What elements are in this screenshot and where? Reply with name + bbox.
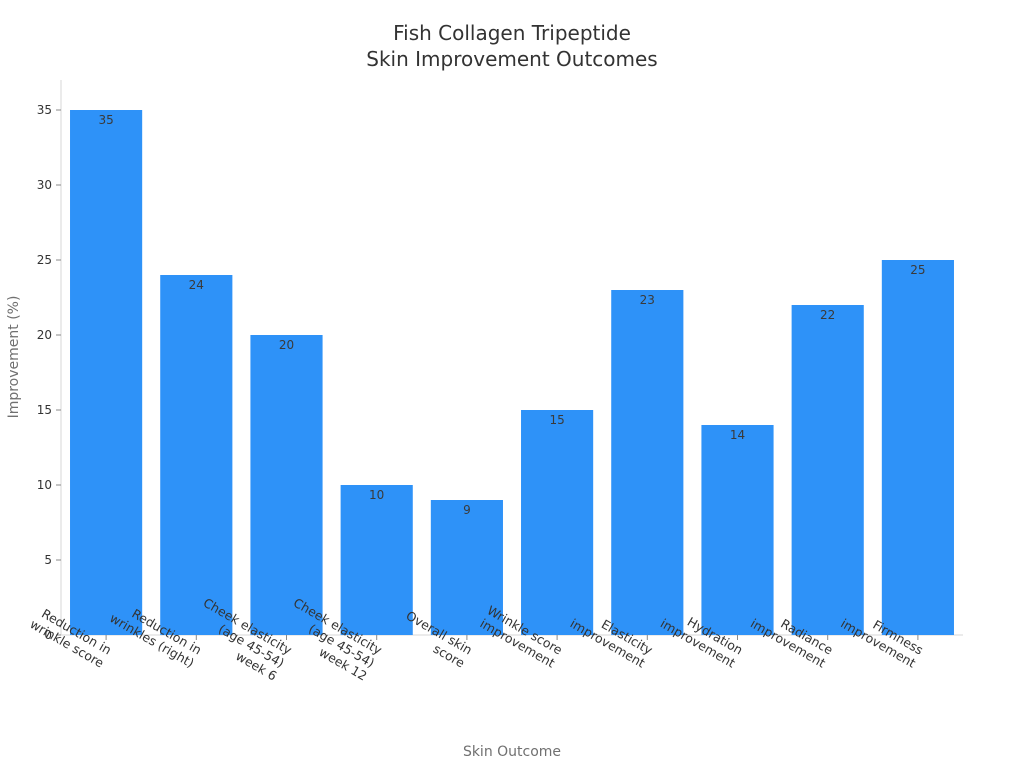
chart-title-line-2: Skin Improvement Outcomes [366, 47, 657, 71]
bar-data-label: 20 [279, 338, 294, 352]
y-tick-label: 25 [37, 253, 52, 267]
bar-data-label: 35 [98, 113, 113, 127]
bar-data-label: 25 [910, 263, 925, 277]
bar [250, 335, 323, 635]
bar [430, 500, 503, 635]
bar [611, 290, 684, 635]
bar-data-label: 15 [549, 413, 564, 427]
bar [881, 260, 954, 635]
chart-title-line-1: Fish Collagen Tripeptide [393, 21, 631, 45]
bar [340, 485, 413, 635]
y-tick-label: 0 [44, 628, 52, 642]
y-tick-label: 30 [37, 178, 52, 192]
y-tick-label: 10 [37, 478, 52, 492]
bar [701, 425, 774, 635]
bar-data-label: 9 [463, 503, 471, 517]
x-axis-title: Skin Outcome [463, 744, 561, 760]
bar-data-label: 10 [369, 488, 384, 502]
y-axis-title: Improvement (%) [6, 296, 22, 419]
bar [70, 110, 143, 635]
bar [791, 305, 864, 635]
y-tick-label: 5 [44, 553, 52, 567]
bar [521, 410, 594, 635]
y-tick-label: 20 [37, 328, 52, 342]
bar-data-label: 24 [189, 278, 204, 292]
bar [160, 275, 233, 635]
y-tick-label: 15 [37, 403, 52, 417]
y-tick-label: 35 [37, 103, 52, 117]
bar-data-label: 22 [820, 308, 835, 322]
bar-data-label: 23 [640, 293, 655, 307]
bar-data-label: 14 [730, 428, 745, 442]
